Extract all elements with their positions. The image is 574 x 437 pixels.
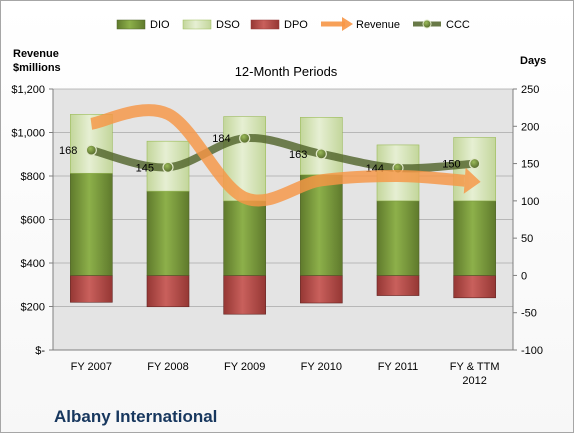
x-tick-label: FY 2011 xyxy=(378,361,419,373)
left-axis-title-line1: Revenue xyxy=(13,48,59,60)
left-tick-label: $200 xyxy=(21,302,45,314)
dio-bar xyxy=(300,174,343,276)
right-axis-title: Days xyxy=(520,55,546,67)
dpo-bar xyxy=(453,275,496,299)
ccc-point xyxy=(239,132,251,144)
right-tick-label: 0 xyxy=(521,270,527,282)
plot-area: $- $200 $400 $600 $800 $1,000 $1,200 -100 -50 0 50… xyxy=(11,84,543,387)
left-tick-label: $600 xyxy=(21,215,45,227)
ccc-line xyxy=(87,134,479,173)
dpo-bar xyxy=(376,275,420,296)
legend-label-dpo: DPO xyxy=(284,19,308,31)
dio-bar xyxy=(223,200,266,276)
dpo-bar xyxy=(70,275,113,303)
legend-label-revenue: Revenue xyxy=(356,19,400,31)
chart-title: 12-Month Periods xyxy=(235,64,338,79)
legend-item-dpo: DPO xyxy=(250,19,308,31)
left-tick-label: $1,200 xyxy=(11,84,45,96)
left-tick-label: $800 xyxy=(21,171,45,183)
legend-item-dio: DIO xyxy=(116,19,170,31)
dio-bar xyxy=(70,172,113,276)
right-tick-label: -50 xyxy=(521,308,537,320)
left-tick-label: $1,000 xyxy=(11,128,45,140)
right-tick-label: 150 xyxy=(521,159,539,171)
ccc-data-label: 184 xyxy=(212,133,230,145)
legend-dot-icon xyxy=(422,19,432,29)
ccc-point xyxy=(162,161,174,173)
x-tick-label: FY 2008 xyxy=(147,361,188,373)
ccc-data-label: 163 xyxy=(289,149,307,161)
ccc-data-label: 150 xyxy=(442,159,460,171)
x-tick-label: FY & TTM xyxy=(450,361,500,373)
ccc-point xyxy=(469,157,481,170)
right-tick-label: 50 xyxy=(521,233,533,245)
left-axis-title-line2: $millions xyxy=(13,62,61,74)
right-tick-label: 100 xyxy=(521,196,539,208)
dio-bar xyxy=(146,190,190,276)
ccc-point xyxy=(85,144,97,156)
dpo-bar xyxy=(146,275,190,308)
legend-label-ccc: CCC xyxy=(446,19,470,31)
left-tick-label: $400 xyxy=(21,258,45,270)
company-name: Albany International xyxy=(54,407,217,426)
legend: DIO DSO DPO Revenue CCC xyxy=(116,17,470,31)
ccc-data-label: 168 xyxy=(59,145,77,157)
x-tick-label: 2012 xyxy=(462,375,486,387)
right-tick-label: 250 xyxy=(521,84,539,96)
dpo-bar xyxy=(223,275,266,315)
legend-label-dso: DSO xyxy=(216,19,240,31)
ccc-data-label: 145 xyxy=(136,162,154,174)
legend-item-ccc: CCC xyxy=(413,19,470,31)
dso-bar xyxy=(300,117,343,176)
legend-item-dso: DSO xyxy=(182,19,240,31)
dio-bar xyxy=(453,200,496,276)
revenue-line xyxy=(90,104,466,207)
legend-item-revenue: Revenue xyxy=(321,17,400,31)
left-tick-label: $- xyxy=(35,345,45,357)
legend-label-dio: DIO xyxy=(150,19,170,31)
x-tick-label: FY 2007 xyxy=(71,361,112,373)
revenue-arrowhead xyxy=(463,167,481,194)
right-tick-label: 200 xyxy=(521,121,539,133)
dpo-bar xyxy=(300,275,343,304)
x-tick-label: FY 2010 xyxy=(301,361,342,373)
x-tick-label: FY 2009 xyxy=(224,361,265,373)
ccc-point xyxy=(315,148,327,160)
right-tick-label: -100 xyxy=(521,345,543,357)
dio-bar xyxy=(376,200,420,276)
